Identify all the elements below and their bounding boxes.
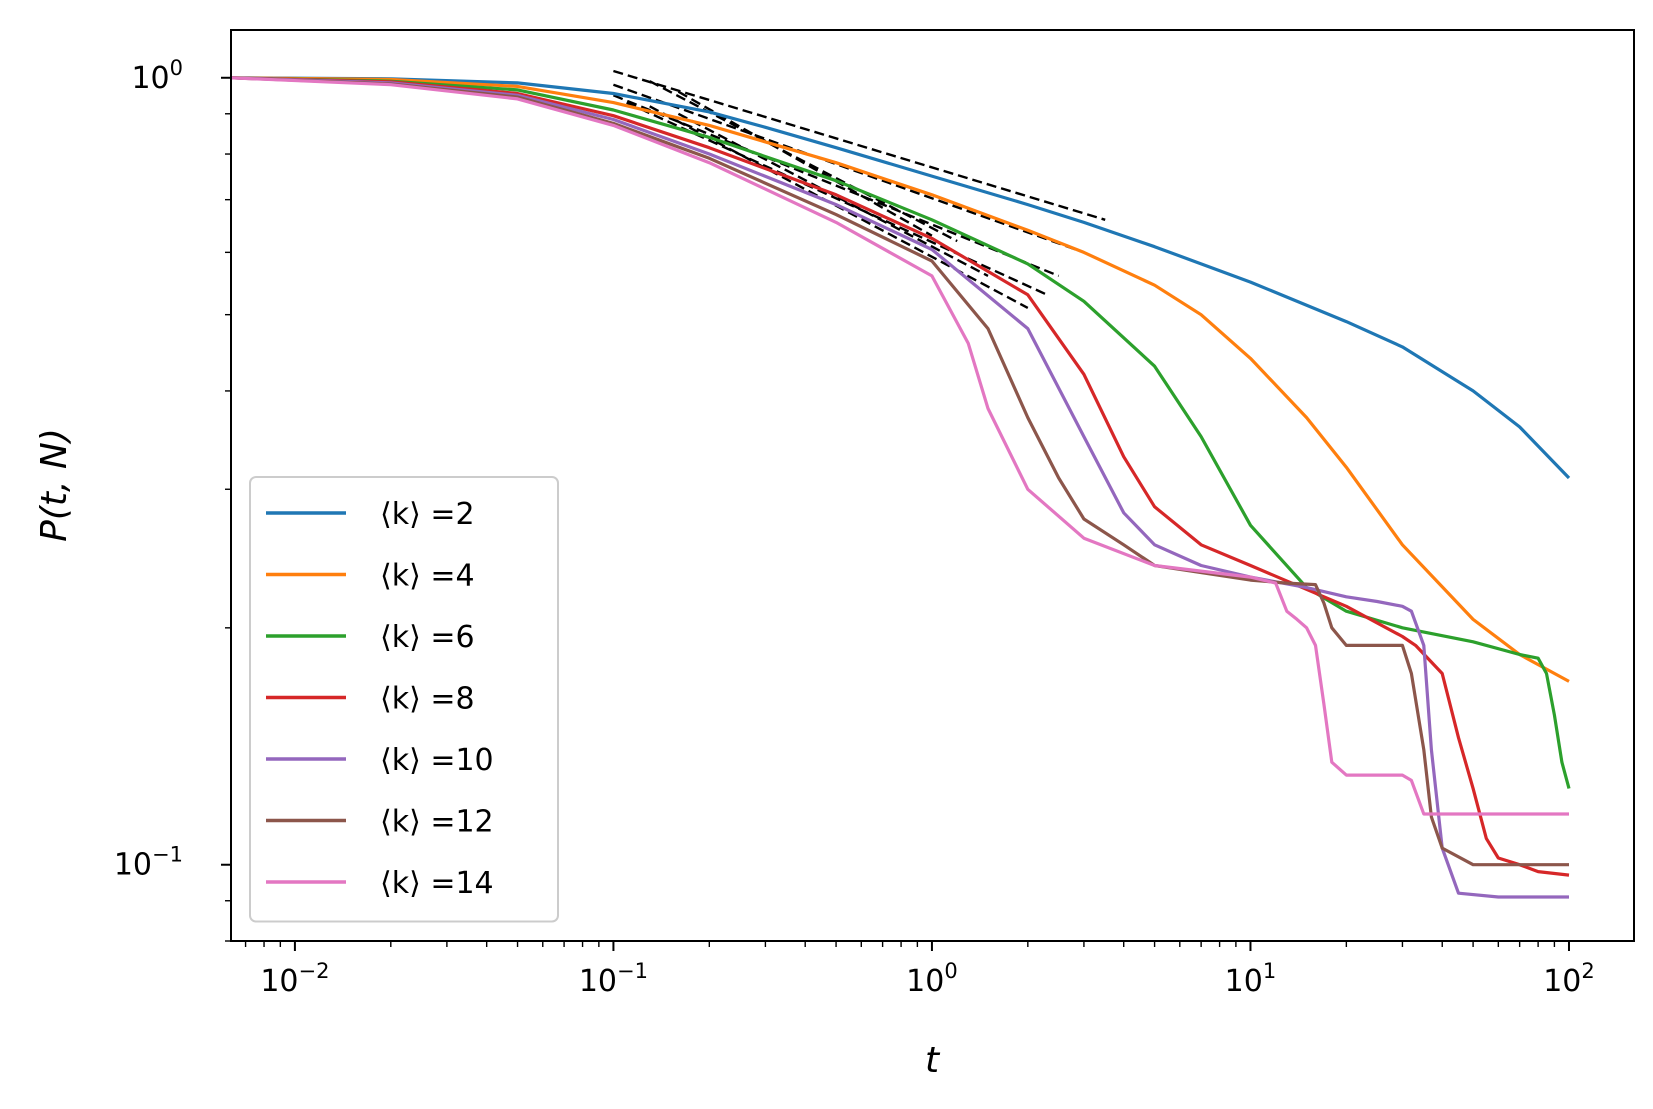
series-line-2	[231, 76, 1570, 683]
reference-line	[649, 80, 958, 243]
x-tick-label: 102	[1543, 959, 1595, 999]
series-line-5	[231, 76, 1569, 899]
series-line-4	[231, 76, 1570, 877]
legend-label: ⟨k⟩ =2	[380, 497, 475, 532]
series-line-7	[231, 76, 1569, 816]
legend-label: ⟨k⟩ =4	[380, 559, 475, 594]
reference-line	[613, 69, 1106, 221]
legend: ⟨k⟩ =2 ⟨k⟩ =4 ⟨k⟩ =6 ⟨k⟩ =8 ⟨k⟩ =10 ⟨k⟩ =12 ⟨k…	[249, 476, 559, 923]
x-tick-label: 10−2	[260, 959, 329, 999]
legend-label: ⟨k⟩ =6	[380, 620, 475, 655]
legend-label: ⟨k⟩ =12	[380, 805, 494, 840]
reference-line	[612, 94, 1060, 278]
series-lines	[231, 76, 1571, 899]
legend-label: ⟨k⟩ =10	[380, 743, 494, 778]
x-axis-label: t	[925, 1040, 941, 1081]
legend-label: ⟨k⟩ =8	[380, 682, 475, 717]
series-line-3	[231, 76, 1571, 789]
legend-label: ⟨k⟩ =14	[380, 866, 494, 901]
series-line-1	[231, 76, 1571, 480]
y-axis-label: P(t, N)	[34, 428, 75, 542]
series-line-6	[231, 76, 1569, 867]
legend-box	[249, 476, 559, 923]
